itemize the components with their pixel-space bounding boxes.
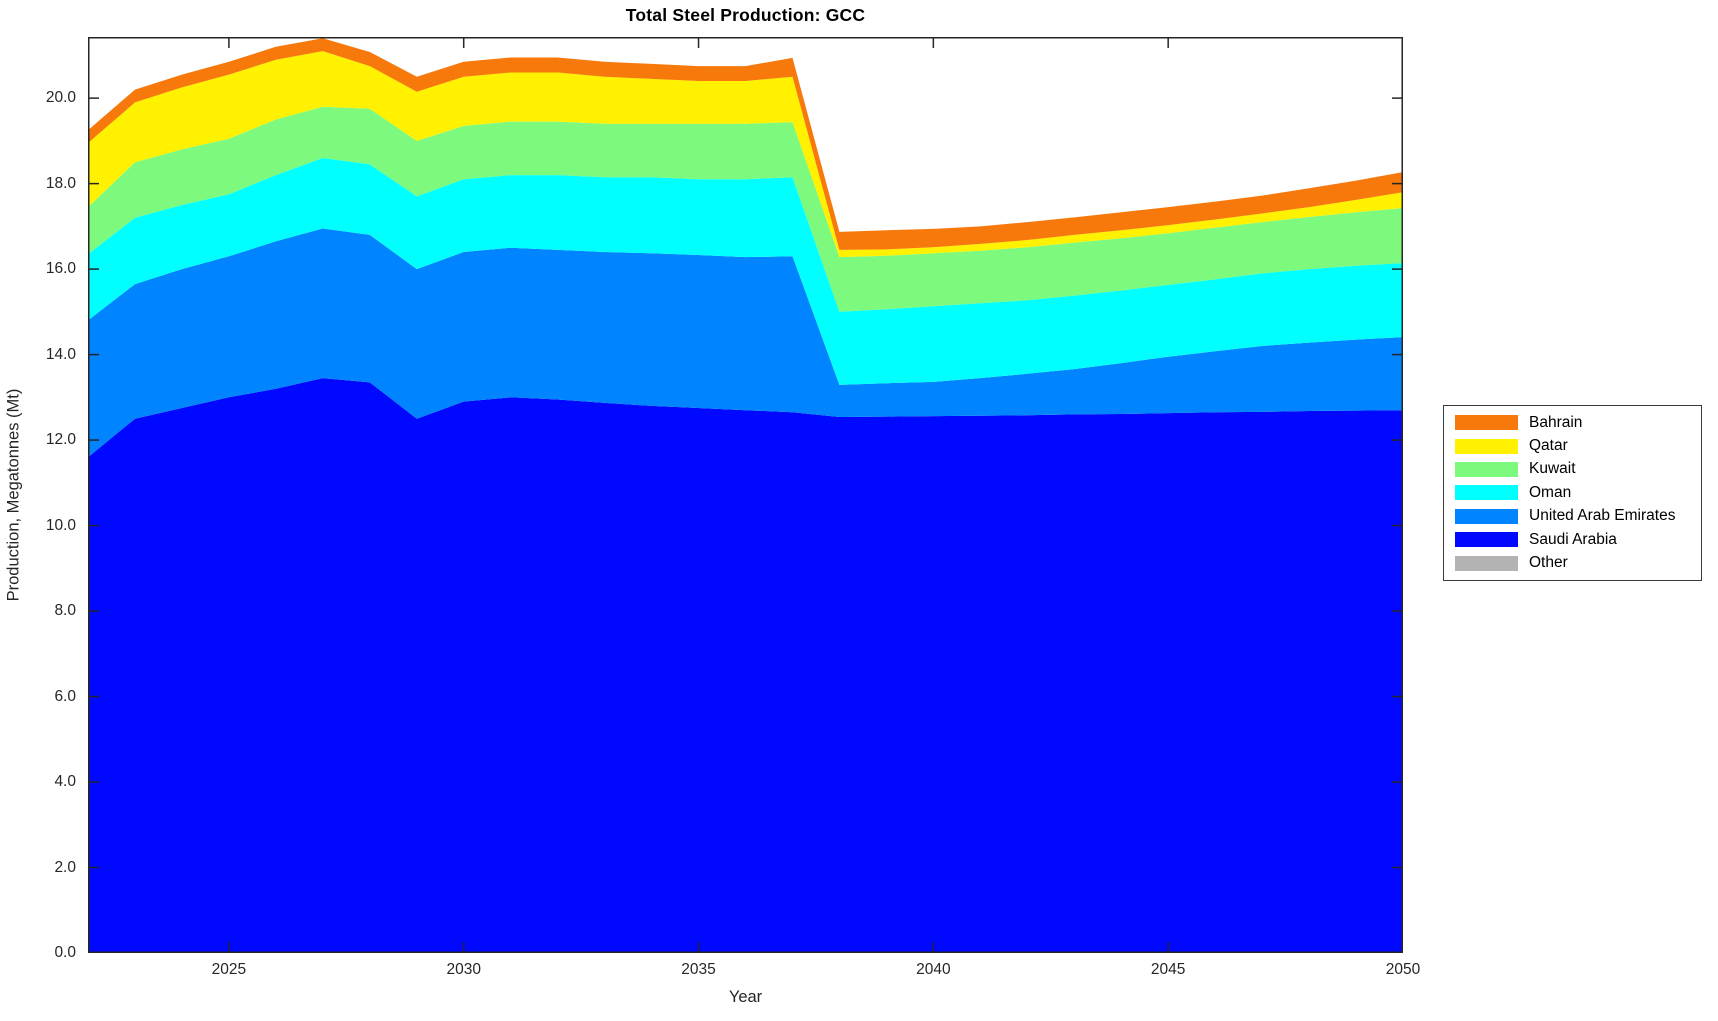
- x-tick-label: 2050: [1385, 961, 1421, 978]
- legend-swatch: [1455, 555, 1518, 571]
- legend-swatch: [1455, 508, 1518, 524]
- legend-item-kuwait: Kuwait: [1455, 458, 1695, 481]
- x-tick-label: 2030: [446, 961, 481, 978]
- legend-item-bahrain: Bahrain: [1455, 411, 1695, 434]
- legend-label: United Arab Emirates: [1529, 507, 1676, 525]
- area-series-bahrain: [88, 38, 1403, 250]
- x-axis-label: Year: [728, 988, 763, 1006]
- legend-item-oman: Oman: [1455, 481, 1695, 504]
- y-axis-label: Production, Megatonnes (Mt): [4, 388, 23, 602]
- y-tick-label: 12.0: [45, 431, 76, 449]
- axes-box: [88, 37, 1403, 953]
- area-series-oman: [88, 158, 1403, 385]
- legend-label: Qatar: [1529, 437, 1568, 455]
- y-tick-label: 14.0: [45, 345, 76, 363]
- chart-title: Total Steel Production: GCC: [625, 5, 866, 25]
- x-tick-label: 2045: [1150, 961, 1186, 978]
- legend-item-other: Other: [1455, 551, 1695, 574]
- legend-item-qatar: Qatar: [1455, 434, 1695, 457]
- legend-item-united-arab-emirates: United Arab Emirates: [1455, 505, 1695, 528]
- legend-swatch: [1455, 415, 1518, 431]
- y-tick-label: 20.0: [45, 89, 76, 107]
- x-tick-label: 2035: [681, 961, 716, 978]
- area-series-qatar: [88, 51, 1403, 258]
- legend-label: Kuwait: [1529, 460, 1576, 478]
- legend-label: Other: [1529, 554, 1568, 572]
- y-tick-label: 18.0: [45, 174, 76, 192]
- y-tick-label: 16.0: [45, 260, 76, 278]
- legend-label: Saudi Arabia: [1529, 530, 1617, 548]
- y-tick-label: 2.0: [54, 858, 76, 876]
- x-tick-label: 2040: [916, 961, 951, 978]
- plot-area: [88, 37, 1403, 953]
- y-tick-label: 0.0: [54, 944, 76, 961]
- legend: Bahrain Qatar Kuwait Oman United Arab Emirat…: [1443, 405, 1702, 581]
- x-tick-label: 2025: [211, 961, 247, 978]
- area-series-kuwait: [88, 106, 1403, 312]
- legend-swatch: [1455, 485, 1518, 501]
- legend-swatch: [1455, 532, 1518, 548]
- legend-item-saudi-arabia: Saudi Arabia: [1455, 528, 1695, 551]
- y-tick-label: 8.0: [54, 602, 76, 620]
- y-tick-label: 6.0: [54, 687, 76, 705]
- legend-label: Oman: [1529, 483, 1572, 501]
- y-tick-label: 4.0: [54, 773, 76, 791]
- area-series-united-arab-emirates: [88, 228, 1403, 458]
- area-series-saudi-arabia: [88, 378, 1403, 953]
- legend-swatch: [1455, 461, 1518, 477]
- legend-swatch: [1455, 438, 1518, 454]
- legend-label: Bahrain: [1529, 413, 1583, 431]
- y-tick-label: 10.0: [45, 516, 76, 534]
